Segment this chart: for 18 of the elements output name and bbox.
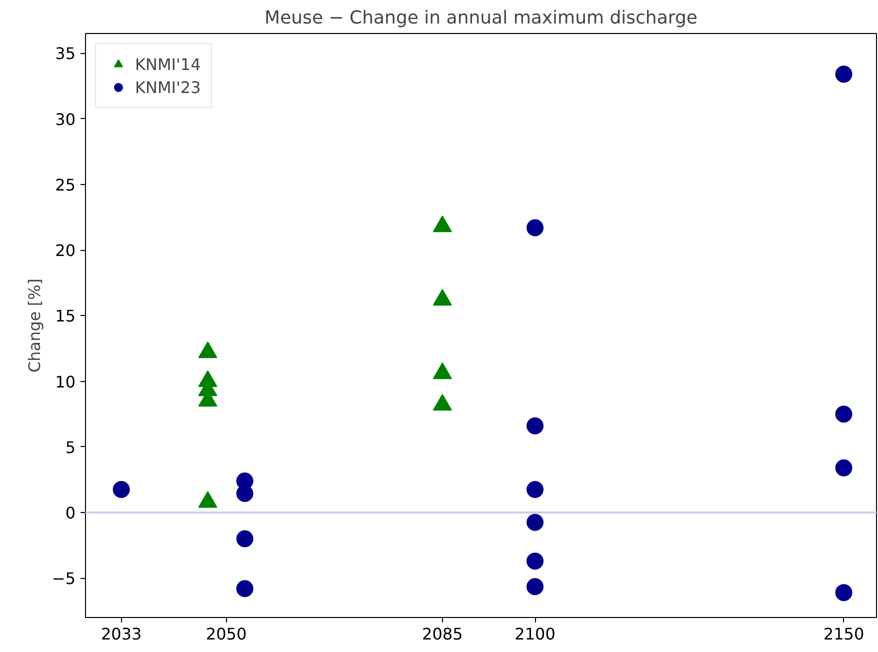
x-tick-label: 2100 xyxy=(514,624,556,644)
y-axis-title: Change [%] xyxy=(24,278,44,373)
y-tick-label: −5 xyxy=(52,569,76,588)
y-tick-label: 0 xyxy=(65,504,76,523)
y-tick-label: 15 xyxy=(55,306,76,326)
y-tick-label: 10 xyxy=(55,372,76,392)
y-tick-label: 25 xyxy=(55,175,76,194)
x-tick-label: 2033 xyxy=(100,624,142,644)
chart-title: Meuse − Change in annual maximum discharge xyxy=(264,8,698,28)
y-tick-label: 5 xyxy=(65,438,76,457)
legend-label: KNMI'23 xyxy=(135,78,201,96)
y-tick-label: 35 xyxy=(55,44,76,64)
x-tick-label: 2150 xyxy=(823,624,864,644)
x-tick-label: 2085 xyxy=(422,624,463,644)
legend-label: KNMI'14 xyxy=(135,54,201,74)
y-tick-label: 30 xyxy=(55,110,76,129)
x-tick-label: 2050 xyxy=(206,624,247,644)
y-tick-label: 20 xyxy=(55,241,76,260)
